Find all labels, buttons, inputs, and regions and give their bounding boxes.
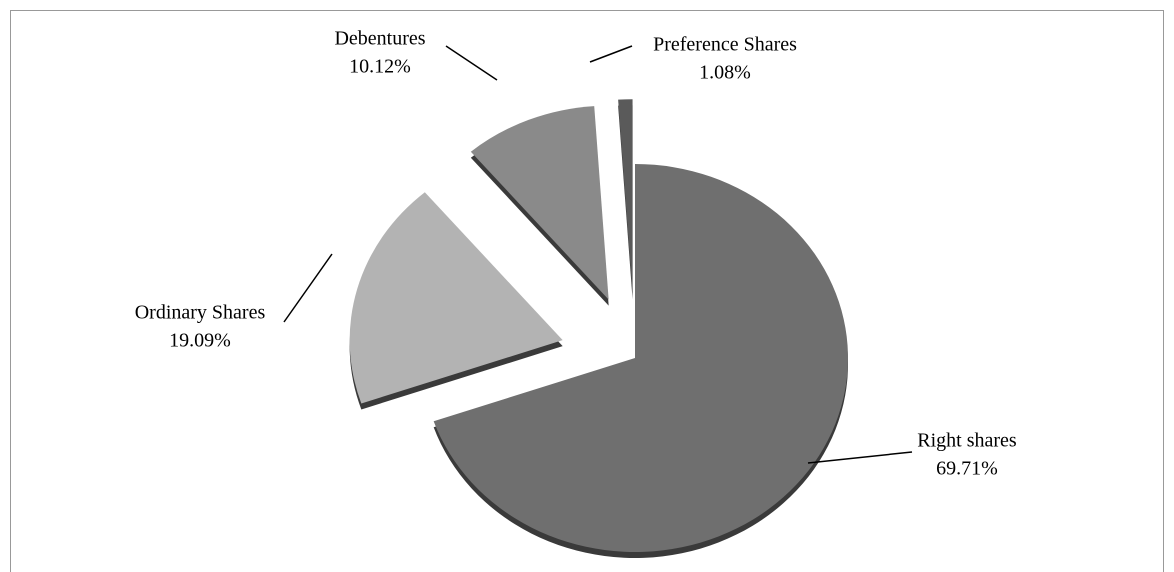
- slice-label: Debentures: [334, 28, 425, 50]
- leader-line: [445, 45, 498, 81]
- slice-value-label: 1.08%: [699, 62, 751, 84]
- slice-value-label: 19.09%: [169, 330, 231, 352]
- slice-value-label: 10.12%: [349, 56, 411, 78]
- slice: [618, 99, 633, 294]
- slice: [433, 164, 849, 552]
- slice-label: Preference Shares: [653, 34, 797, 56]
- leader-line: [283, 253, 333, 323]
- slice: [470, 106, 609, 300]
- slice-label: Right shares: [917, 430, 1017, 452]
- slice-label: Ordinary Shares: [135, 302, 266, 324]
- leader-line: [589, 45, 633, 63]
- leader-line: [807, 451, 913, 464]
- slice: [349, 192, 563, 404]
- slice-value-label: 69.71%: [936, 458, 998, 480]
